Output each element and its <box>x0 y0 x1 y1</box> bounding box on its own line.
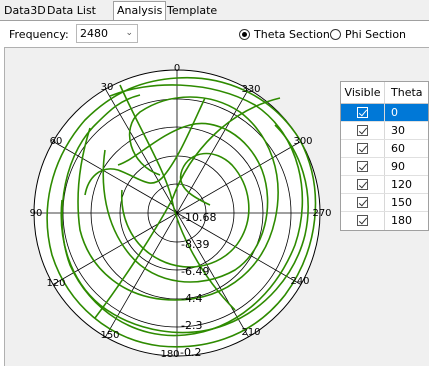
checkbox-checked-icon[interactable] <box>357 107 368 118</box>
radial-label-5: -2.3 <box>181 319 202 332</box>
visible-cell[interactable] <box>341 194 385 211</box>
pattern-curve-2 <box>61 84 304 337</box>
checkbox-checked-icon[interactable] <box>357 161 368 172</box>
radial-label-2: -8.39 <box>181 238 209 251</box>
frequency-label: Frequency: <box>9 28 69 41</box>
table-row[interactable]: 120 <box>341 176 428 194</box>
tab-template[interactable]: Template <box>167 4 218 17</box>
checkbox-checked-icon[interactable] <box>357 179 368 190</box>
pattern-curve-outer <box>46 76 317 348</box>
angle-label-180: 180 <box>160 349 179 360</box>
angle-label-270: 270 <box>312 208 331 219</box>
radio-unselected-icon <box>330 29 341 40</box>
tab-data-list[interactable]: Data List <box>47 4 96 17</box>
checkbox-checked-icon[interactable] <box>357 215 368 226</box>
polar-spoke <box>105 88 249 338</box>
table-row[interactable]: 150 <box>341 194 428 212</box>
tab-divider <box>0 20 429 21</box>
pattern-curves <box>46 76 317 348</box>
table-row[interactable]: 0 <box>341 104 428 122</box>
radial-label-3: -6.49 <box>181 265 209 278</box>
theta-cell: 120 <box>391 178 412 191</box>
tab-data3d[interactable]: Data3D <box>4 4 46 17</box>
toolbar: Frequency: 2480 ⌄ Theta Section Phi Sect… <box>0 21 429 47</box>
angle-label-120: 120 <box>46 278 65 289</box>
checkbox-checked-icon[interactable] <box>357 125 368 136</box>
chevron-down-icon: ⌄ <box>125 28 133 38</box>
header-theta[interactable]: Theta <box>391 86 423 99</box>
radial-label-6: -0.2 <box>180 346 201 359</box>
radial-label-4: -4.4 <box>181 292 202 305</box>
theta-cell: 180 <box>391 214 412 227</box>
pattern-curve-6 <box>120 152 250 268</box>
frequency-value: 2480 <box>80 27 108 40</box>
pattern-curve-4 <box>77 96 279 301</box>
angle-labels: 0 30 60 90 120 150 180 210 240 270 300 3… <box>30 63 332 360</box>
header-visible[interactable]: Visible <box>341 82 385 103</box>
visible-cell[interactable] <box>341 140 385 157</box>
grid-header: Visible Theta <box>341 82 428 104</box>
radial-labels: -10.68 -8.39 -6.49 -4.4 -2.3 -0.2 <box>180 211 216 359</box>
checkbox-checked-icon[interactable] <box>357 143 368 154</box>
visible-cell[interactable] <box>341 158 385 175</box>
tab-bar: Data3D Data List Analysis Template <box>0 0 429 21</box>
angle-label-60: 60 <box>50 136 63 147</box>
angle-label-240: 240 <box>290 276 309 287</box>
table-row[interactable]: 30 <box>341 122 428 140</box>
table-row[interactable]: 60 <box>341 140 428 158</box>
phi-section-label: Phi Section <box>345 28 407 41</box>
angle-label-330: 330 <box>241 84 260 95</box>
theta-visibility-grid: Visible Theta 0 30 60 90 120 150 180 <box>340 81 429 231</box>
theta-cell: 60 <box>391 142 405 155</box>
angle-label-150: 150 <box>100 330 119 341</box>
checkbox-checked-icon[interactable] <box>357 197 368 208</box>
angle-label-30: 30 <box>101 82 114 93</box>
pattern-curve-8 <box>84 97 206 196</box>
table-row[interactable]: 90 <box>341 158 428 176</box>
visible-cell[interactable] <box>341 122 385 139</box>
pattern-curve-3 <box>94 84 281 319</box>
visible-cell[interactable] <box>341 212 385 230</box>
theta-cell: 0 <box>391 106 398 119</box>
radial-label-1: -10.68 <box>181 211 216 224</box>
theta-cell: 90 <box>391 160 405 173</box>
angle-label-300: 300 <box>293 136 312 147</box>
table-row[interactable]: 180 <box>341 212 428 230</box>
theta-section-radio[interactable]: Theta Section <box>239 28 330 41</box>
angle-label-90: 90 <box>30 208 43 219</box>
radio-selected-icon <box>239 29 250 40</box>
pattern-curve-7 <box>60 124 309 334</box>
visible-cell[interactable] <box>341 176 385 193</box>
angle-label-0: 0 <box>174 63 180 74</box>
theta-cell: 150 <box>391 196 412 209</box>
theta-cell: 30 <box>391 124 405 137</box>
polar-plot[interactable]: 0 30 60 90 120 150 180 210 240 270 300 3… <box>0 47 340 366</box>
visible-cell[interactable] <box>341 104 385 121</box>
theta-section-label: Theta Section <box>254 28 330 41</box>
pattern-curve-5 <box>102 122 269 283</box>
frequency-select[interactable]: 2480 ⌄ <box>76 24 138 43</box>
tab-analysis[interactable]: Analysis <box>113 1 167 21</box>
phi-section-radio[interactable]: Phi Section <box>330 28 406 41</box>
angle-label-210: 210 <box>241 327 260 338</box>
